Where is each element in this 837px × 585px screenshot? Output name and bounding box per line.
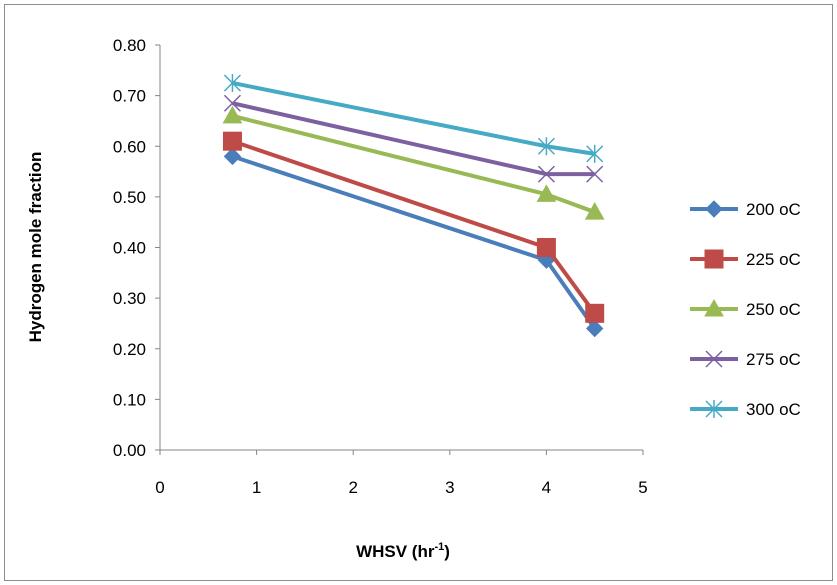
x-axis-title-text: WHSV (hr [356, 542, 435, 561]
x-tick-label: 0 [155, 478, 164, 497]
legend-item: 300 oC [690, 400, 801, 419]
y-tick-label: 0.00 [113, 441, 146, 460]
triangle-marker [584, 202, 605, 220]
series [223, 73, 604, 163]
x-axis-title-superscript: -1 [434, 541, 444, 553]
series-layer [222, 73, 605, 338]
chart-frame [4, 4, 833, 581]
axes [159, 45, 643, 451]
legend-item: 225 oC [690, 249, 801, 269]
diamond-marker [585, 319, 604, 338]
triangle-marker [536, 184, 557, 202]
x-marker-stroke [537, 165, 555, 183]
x-tick-label: 5 [638, 478, 647, 497]
y-tick-label: 0.80 [113, 36, 146, 55]
y-tick-label: 0.40 [113, 239, 146, 258]
legend-item: 250 oC [690, 298, 801, 319]
x-tick-label: 2 [348, 478, 357, 497]
x-tick-label: 4 [542, 478, 551, 497]
square-marker [536, 238, 556, 257]
triangle-marker [704, 298, 724, 317]
x-marker-stroke [586, 165, 604, 183]
x-tick-label: 1 [252, 478, 261, 497]
square-marker [222, 131, 242, 151]
x-tick-label: 3 [445, 478, 454, 497]
x-axis-title-end: ) [444, 542, 450, 561]
y-axis-title: Hydrogen mole fraction [26, 152, 45, 343]
series [223, 94, 604, 183]
series [223, 147, 604, 338]
y-tick-label: 0.10 [113, 390, 146, 409]
y-tick-label: 0.70 [113, 87, 146, 106]
square-marker [585, 303, 605, 323]
x-marker-stroke [705, 350, 723, 368]
y-tick-label: 0.20 [113, 340, 146, 359]
legend: 200 oC 225 oC 250 oC 275 oC 300 oC [690, 200, 801, 419]
legend-label: 275 oC [746, 350, 801, 369]
square-marker [704, 249, 724, 269]
legend-label: 200 oC [746, 200, 801, 219]
legend-label: 300 oC [746, 400, 801, 419]
y-tick-label: 0.30 [113, 289, 146, 308]
y-tick-label: 0.60 [113, 137, 146, 156]
series [222, 105, 605, 220]
diamond-marker [705, 200, 723, 218]
triangle-marker [222, 105, 243, 124]
y-tick-label: 0.50 [113, 188, 146, 207]
x-ticks: 0 1 2 3 4 5 [155, 450, 648, 497]
x-axis-title: WHSV (hr-1) [356, 541, 450, 561]
legend-item: 275 oC [690, 350, 801, 369]
x-marker-stroke [223, 94, 241, 112]
legend-label: 225 oC [746, 250, 801, 269]
legend-item: 200 oC [690, 200, 801, 219]
series [222, 131, 605, 323]
legend-label: 250 oC [746, 300, 801, 319]
y-ticks: 0.00 0.10 0.20 0.30 0.40 0.50 0.60 0.70 0.80 [113, 36, 160, 460]
diamond-marker [223, 147, 242, 166]
series-line [232, 101, 595, 177]
